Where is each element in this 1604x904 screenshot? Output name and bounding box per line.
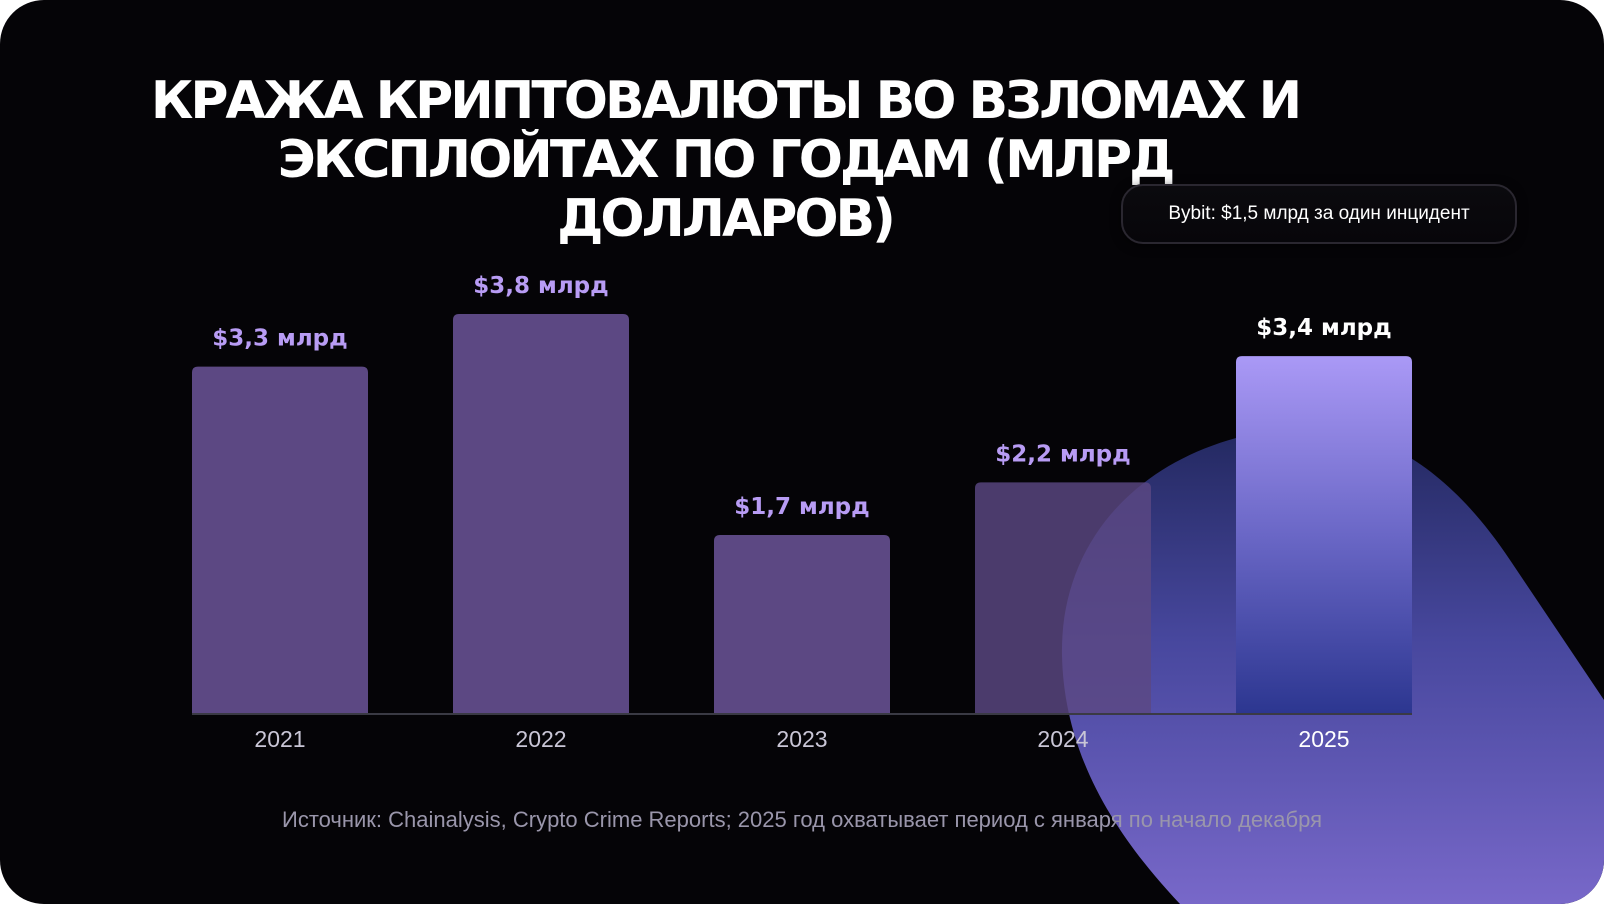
data-label-2024: $2,2 млрд [995, 441, 1130, 467]
x-tick-2022: 2022 [515, 726, 566, 752]
bar-2024 [975, 482, 1151, 714]
source-note: Источник: Chainalysis, Crypto Crime Repo… [282, 807, 1322, 832]
data-label-2022: $3,8 млрд [473, 273, 608, 299]
data-label-2025: $3,4 млрд [1256, 315, 1391, 341]
x-tick-2025: 2025 [1298, 726, 1349, 752]
data-labels: $3,3 млрд $3,8 млрд $1,7 млрд $2,2 млрд $3,4… [212, 273, 1391, 520]
bar-2022 [453, 314, 629, 714]
data-label-2023: $1,7 млрд [734, 494, 869, 520]
x-axis-ticks: 2021 2022 2023 2024 2025 [254, 726, 1349, 752]
chart-title: Кража криптовалюты во взломах и эксплойт… [150, 71, 1302, 249]
x-tick-2024: 2024 [1037, 726, 1088, 752]
bybit-callout: Bybit: $1,5 млрд за один инцидент [1121, 184, 1517, 244]
bar-2021 [192, 366, 368, 714]
bar-2023 [714, 535, 890, 714]
x-tick-2021: 2021 [254, 726, 305, 752]
bar-2025 [1236, 356, 1412, 714]
data-label-2021: $3,3 млрд [212, 326, 347, 352]
x-tick-2023: 2023 [776, 726, 827, 752]
bars [192, 314, 1412, 714]
